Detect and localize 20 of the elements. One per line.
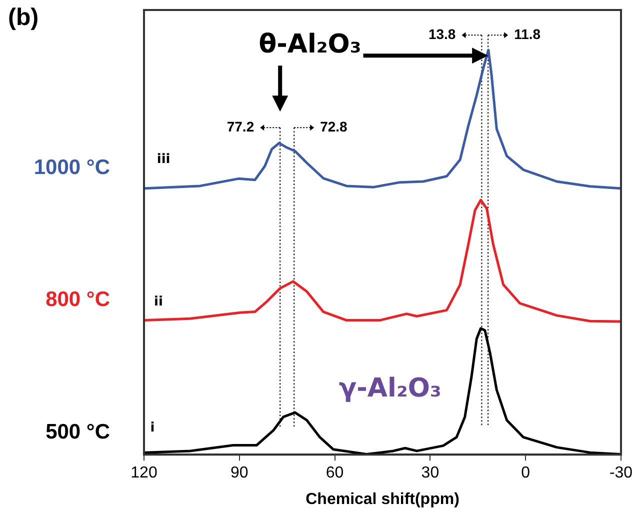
annotation: θ-Al₂O₃ (258, 29, 362, 60)
series-label: 500 °C (46, 420, 110, 444)
x-tick-label: 0 (521, 464, 530, 482)
ref-line-label: 72.8 (320, 118, 348, 134)
ref-line-label: 13.8 (428, 26, 456, 42)
text: (b) (8, 4, 39, 32)
ref-line-label: 77.2 (226, 118, 254, 134)
x-tick-label: 30 (421, 464, 440, 482)
x-tick-label: 120 (130, 464, 158, 482)
annotation: ii (154, 294, 163, 310)
series-label: 800 °C (46, 288, 110, 312)
x-tick-label: -30 (609, 464, 633, 482)
annotation: iii (156, 152, 170, 167)
ref-line-label: 11.8 (514, 26, 541, 42)
x-tick-label: 90 (230, 464, 248, 482)
x-tick-label: 60 (326, 464, 344, 482)
annotation: γ-Al₂O₃ (338, 373, 442, 404)
series-label: 1000 °C (34, 156, 110, 180)
annotation: i (150, 420, 155, 436)
x-axis-title: Chemical shift(ppm) (306, 490, 460, 508)
